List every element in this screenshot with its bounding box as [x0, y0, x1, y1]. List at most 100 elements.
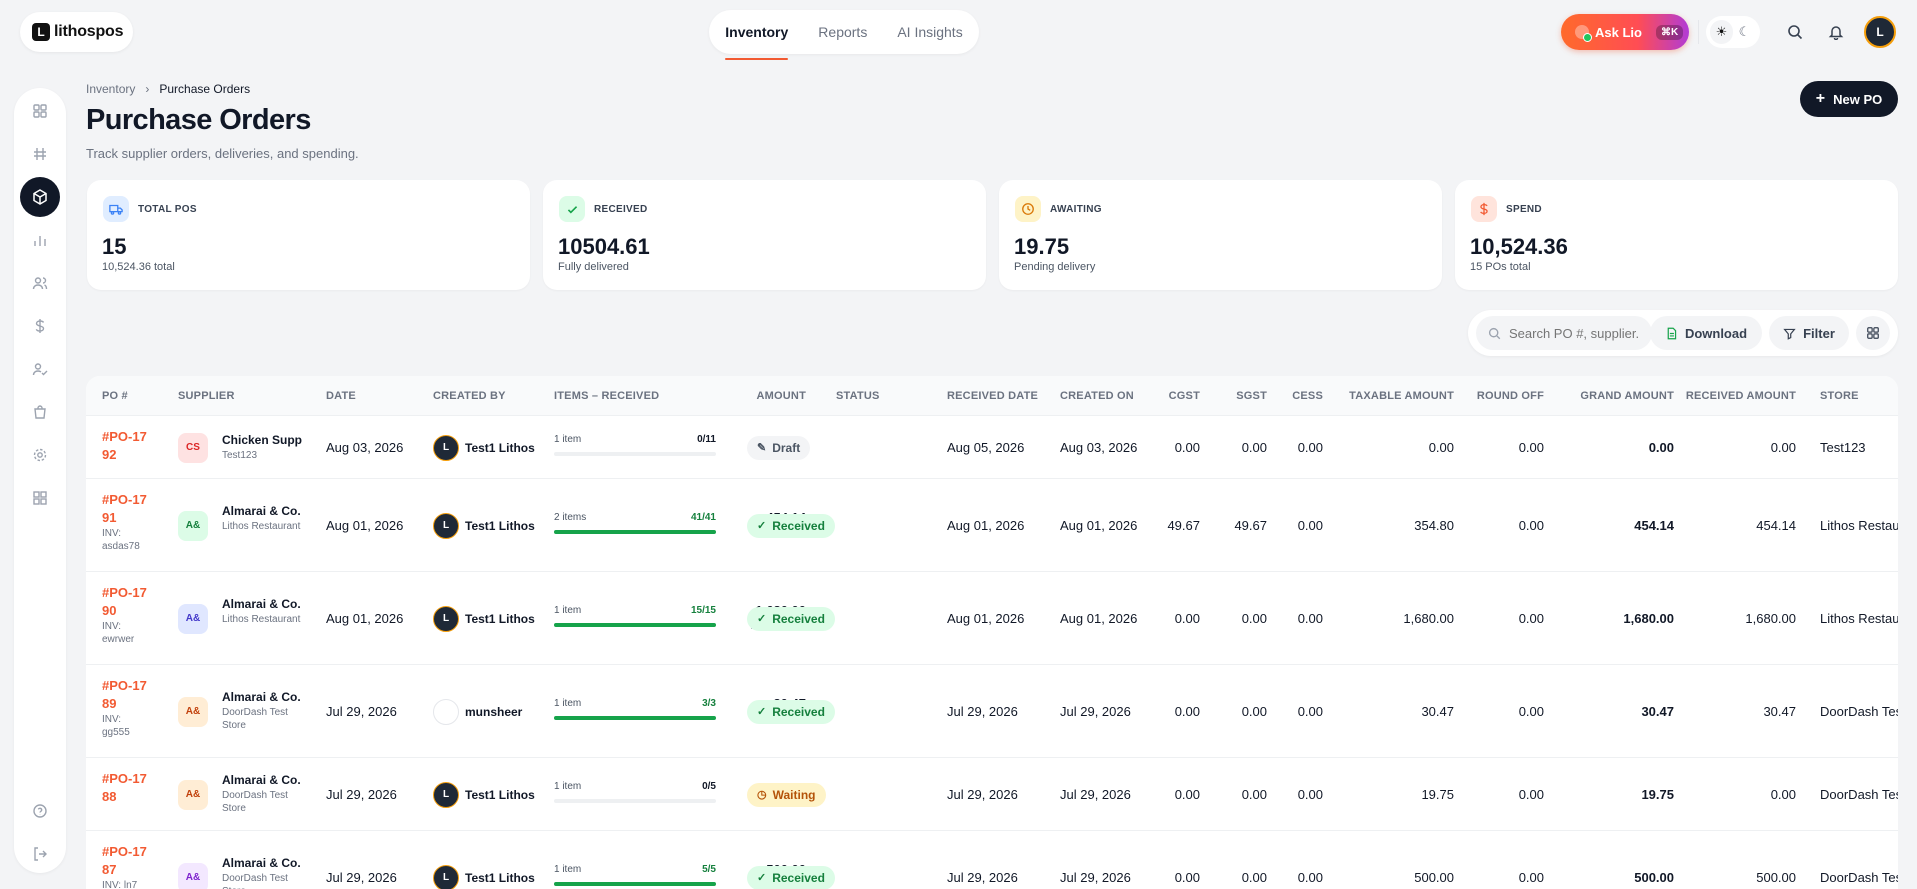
- po-date: Jul 29, 2026: [326, 703, 397, 719]
- column-header[interactable]: CREATED ON: [1060, 390, 1134, 402]
- moon-icon[interactable]: ☾: [1738, 24, 1751, 39]
- search-input[interactable]: [1509, 325, 1639, 341]
- column-header[interactable]: CREATED BY: [433, 390, 506, 402]
- column-header[interactable]: GRAND AMOUNT: [1580, 390, 1674, 402]
- settings-gear-icon[interactable]: [20, 435, 60, 475]
- po-number-link[interactable]: #PO-1787: [102, 844, 147, 877]
- reports-chart-icon[interactable]: [20, 220, 60, 260]
- round-off-value: 0.00: [1518, 786, 1544, 802]
- column-header[interactable]: SGST: [1236, 390, 1267, 402]
- po-number-link[interactable]: #PO-1789: [102, 678, 147, 711]
- filter-label: Filter: [1803, 325, 1835, 341]
- check-icon: [559, 196, 585, 222]
- column-header[interactable]: RECEIVED AMOUNT: [1685, 390, 1796, 402]
- download-label: Download: [1684, 325, 1748, 341]
- invoice-number: INV: ewrwer: [102, 621, 135, 645]
- po-cell[interactable]: #PO-1790 INV: ewrwer: [102, 584, 150, 646]
- column-header[interactable]: TAXABLE AMOUNT: [1349, 390, 1454, 402]
- pos-icon[interactable]: [20, 134, 60, 174]
- theme-toggle[interactable]: ☀ ☾: [1706, 16, 1760, 48]
- invoice-number: INV: ln7: [102, 880, 138, 889]
- tab-ai-insights[interactable]: AI Insights: [897, 24, 963, 40]
- received-progress-bar: [554, 715, 716, 720]
- column-header[interactable]: PO #: [102, 390, 128, 402]
- apps-grid-icon[interactable]: [20, 478, 60, 518]
- received-progress-bar: [554, 451, 716, 456]
- sun-icon[interactable]: ☀: [1710, 20, 1733, 44]
- po-number-link[interactable]: #PO-1791: [102, 492, 147, 525]
- column-header[interactable]: AMOUNT: [756, 390, 806, 402]
- items-received-ratio: 0/11: [697, 433, 716, 445]
- column-header[interactable]: ITEMS – RECEIVED: [554, 390, 660, 402]
- inventory-box-icon[interactable]: [20, 177, 60, 217]
- table-row[interactable]: #PO-1787 INV: ln7 A& Almarai & Co. DoorDash …: [86, 831, 1898, 889]
- supplier-avatar: CS: [178, 432, 208, 463]
- received-progress-bar: [554, 798, 716, 803]
- tab-reports[interactable]: Reports: [818, 24, 868, 40]
- view-grid-button[interactable]: [1856, 316, 1890, 350]
- supplier-name[interactable]: Almarai & Co.: [222, 596, 301, 611]
- table-row[interactable]: #PO-1790 INV: ewrwer A& Almarai & Co. Lithos…: [86, 572, 1898, 665]
- filter-button[interactable]: Filter: [1769, 316, 1849, 350]
- search-box[interactable]: [1476, 316, 1652, 350]
- status-label: Waiting: [772, 787, 816, 802]
- items-received-ratio: 15/15: [690, 604, 716, 616]
- items-received-ratio: 0/5: [702, 780, 716, 792]
- progress-fill: [554, 881, 716, 886]
- user-avatar[interactable]: L: [1864, 16, 1896, 48]
- breadcrumb-inventory[interactable]: Inventory: [86, 82, 136, 96]
- shopping-bag-icon[interactable]: [20, 392, 60, 432]
- po-number-link[interactable]: #PO-1788: [102, 771, 147, 804]
- logout-icon[interactable]: [20, 834, 60, 874]
- supplier-name[interactable]: Almarai & Co.: [222, 689, 301, 704]
- clock-icon: ◷: [757, 789, 767, 801]
- ask-lio-button[interactable]: Ask Lio ⌘K: [1561, 14, 1689, 50]
- column-header[interactable]: STORE: [1820, 390, 1859, 402]
- dashboard-icon[interactable]: [20, 91, 60, 131]
- supplier-name[interactable]: Almarai & Co.: [222, 503, 301, 518]
- po-number-link[interactable]: #PO-1792: [102, 429, 147, 462]
- column-header[interactable]: RECEIVED DATE: [947, 390, 1039, 402]
- check-icon: ✓: [757, 706, 767, 718]
- stat-value: 10,524.36: [1470, 234, 1568, 259]
- po-cell[interactable]: #PO-1791 INV: asdas78: [102, 491, 150, 553]
- staff-check-icon[interactable]: [20, 349, 60, 389]
- po-cell[interactable]: #PO-1787 INV: ln7: [102, 843, 150, 889]
- column-header[interactable]: CESS: [1292, 390, 1323, 402]
- supplier-name[interactable]: Chicken Supp: [222, 432, 303, 447]
- truck-icon: [103, 196, 129, 222]
- bell-icon[interactable]: [1820, 16, 1852, 48]
- stat-card-awaiting: AWAITING 19.75 Pending delivery: [999, 180, 1442, 290]
- table-row[interactable]: #PO-1788 A& Almarai & Co. DoorDash Test Sto…: [86, 758, 1898, 831]
- divider: [1698, 20, 1699, 44]
- column-header[interactable]: STATUS: [836, 390, 880, 402]
- search-icon[interactable]: [1779, 16, 1811, 48]
- sgst-value: 0.00: [1241, 439, 1267, 455]
- po-cell[interactable]: #PO-1792: [102, 428, 150, 464]
- column-header[interactable]: ROUND OFF: [1476, 390, 1544, 402]
- po-cell[interactable]: #PO-1788: [102, 770, 150, 806]
- brand-logo[interactable]: L lithospos: [20, 12, 133, 52]
- column-header[interactable]: SUPPLIER: [178, 390, 235, 402]
- column-header[interactable]: CGST: [1168, 390, 1200, 402]
- po-cell[interactable]: #PO-1789 INV: gg555: [102, 677, 150, 739]
- plus-icon: +: [1815, 90, 1826, 107]
- help-icon[interactable]: [20, 791, 60, 831]
- tab-inventory[interactable]: Inventory: [725, 10, 789, 60]
- received-amount: 454.14: [1756, 517, 1796, 533]
- supplier-name[interactable]: Almarai & Co.: [222, 855, 301, 870]
- cgst-value: 0.00: [1174, 869, 1200, 885]
- column-header[interactable]: DATE: [326, 390, 356, 402]
- table-row[interactable]: #PO-1789 INV: gg555 A& Almarai & Co. DoorDas…: [86, 665, 1898, 758]
- po-number-link[interactable]: #PO-1790: [102, 585, 147, 618]
- grand-amount: 1,680.00: [1623, 610, 1674, 626]
- supplier-name[interactable]: Almarai & Co.: [222, 772, 301, 787]
- table-row[interactable]: #PO-1791 INV: asdas78 A& Almarai & Co. Litho…: [86, 479, 1898, 572]
- sgst-value: 49.67: [1234, 517, 1267, 533]
- customers-icon[interactable]: [20, 263, 60, 303]
- new-po-button[interactable]: + New PO: [1800, 81, 1898, 117]
- download-button[interactable]: Download: [1650, 316, 1762, 350]
- dollar-icon[interactable]: [20, 306, 60, 346]
- table-row[interactable]: #PO-1792 CS Chicken Supp Test123 Aug 03, 202…: [86, 416, 1898, 479]
- items-count: 1 item: [554, 863, 582, 875]
